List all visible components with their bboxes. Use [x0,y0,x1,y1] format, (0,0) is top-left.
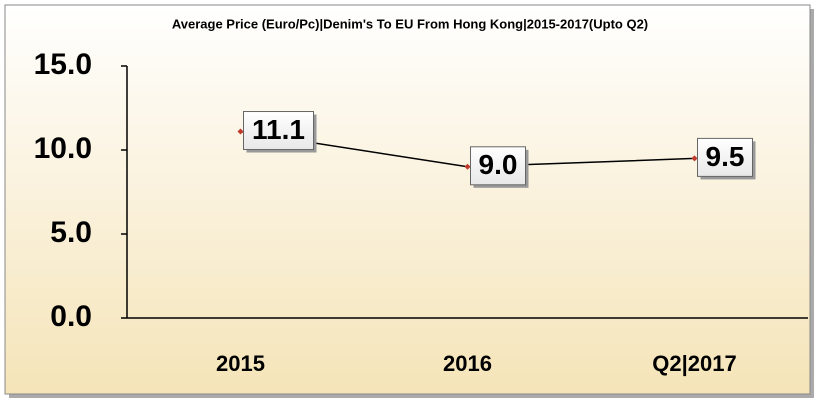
label-box [470,146,526,186]
x-tick-label: Q2|2017 [652,351,736,376]
data-label: 9.0 [479,149,518,180]
marker [464,163,471,170]
y-tick-label: 10.0 [34,132,92,165]
y-tick-label: 15.0 [34,48,92,81]
y-tick-label: 0.0 [50,300,92,333]
chart-title: Average Price (Euro/Pc)|Denim's To EU Fr… [172,16,648,31]
label-box [697,137,753,177]
marker [691,155,698,162]
data-label: 11.1 [252,114,305,145]
x-tick-label: 2015 [216,351,265,376]
x-tick-label: 2016 [443,351,492,376]
y-tick-label: 5.0 [50,216,92,249]
marker [237,128,244,135]
data-label: 9.5 [706,141,745,172]
chart-frame [4,4,811,395]
label-box [243,111,314,151]
